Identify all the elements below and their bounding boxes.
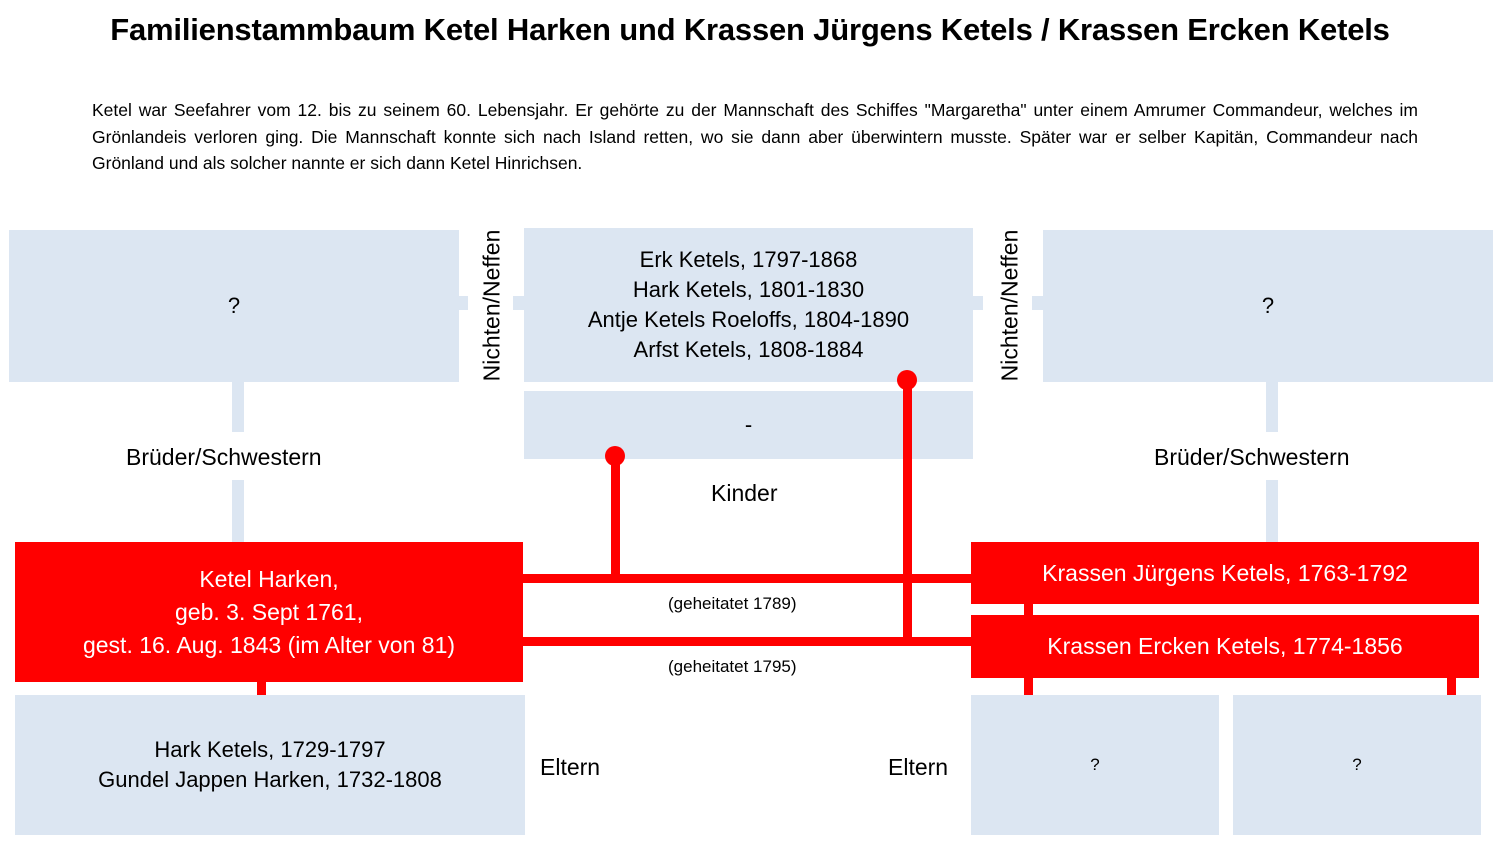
- ketel-parents-box: Hark Ketels, 1729-1797 Gundel Jappen Har…: [15, 695, 525, 835]
- connector-nieces-left-b: [513, 296, 525, 310]
- niece-1: Erk Ketels, 1797-1868: [639, 247, 858, 272]
- left-siblings-box: ?: [9, 230, 459, 382]
- marriage-1-note: (geheitatet 1789): [668, 594, 797, 613]
- children-label: Kinder: [711, 480, 778, 506]
- connector-left-top: [232, 382, 244, 432]
- parent-line-ketel: [257, 682, 266, 696]
- right-siblings-box: ?: [1043, 230, 1493, 382]
- wife1-parents-box: ?: [971, 695, 1219, 835]
- nieces-label-right: Nichten/Neffen: [996, 229, 1023, 381]
- marriage-line-1: [522, 574, 972, 583]
- right-siblings-text: ?: [1261, 293, 1275, 318]
- connector-right-top: [1266, 382, 1278, 432]
- parents-label-left: Eltern: [540, 754, 601, 780]
- children-second-box: -: [524, 391, 973, 459]
- parents-label-right: Eltern: [888, 754, 949, 780]
- marriage-2-note: (geheitatet 1795): [668, 657, 797, 676]
- left-siblings-text: ?: [227, 293, 241, 318]
- niece-2: Hark Ketels, 1801-1830: [632, 277, 865, 302]
- ketel-line-1: Ketel Harken,: [199, 565, 339, 592]
- child-dot-1: [605, 446, 625, 466]
- wife2-parents-box: ?: [1233, 695, 1481, 835]
- child-line-1: [611, 456, 620, 576]
- ketel-parent-2: Gundel Jappen Harken, 1732-1808: [98, 767, 442, 792]
- wife1-parents-text: ?: [1090, 755, 1100, 774]
- connector-nieces-right-b: [1032, 296, 1044, 310]
- parent-line-wife1: [1024, 678, 1033, 696]
- marriage-line-2: [522, 637, 972, 646]
- children-second-text: -: [744, 412, 753, 437]
- wife2-box: Krassen Ercken Ketels, 1774-1856: [971, 615, 1479, 678]
- wife-link-line: [1024, 604, 1033, 616]
- wife1-box: Krassen Jürgens Ketels, 1763-1792: [971, 542, 1479, 604]
- nieces-box: Erk Ketels, 1797-1868 Hark Ketels, 1801-…: [524, 228, 973, 382]
- connector-nieces-right-a: [971, 296, 983, 310]
- ketel-line-3: gest. 16. Aug. 1843 (im Alter von 81): [82, 631, 456, 658]
- siblings-label-left: Brüder/Schwestern: [126, 444, 322, 470]
- parent-line-wife2: [1447, 678, 1456, 696]
- wife2-text: Krassen Ercken Ketels, 1774-1856: [1047, 633, 1403, 659]
- connector-nieces-left-a: [456, 296, 468, 310]
- ketel-harken-box: Ketel Harken, geb. 3. Sept 1761, gest. 1…: [15, 542, 523, 682]
- nieces-label-left: Nichten/Neffen: [478, 229, 505, 381]
- connector-right-bottom: [1266, 480, 1278, 542]
- child-line-2: [903, 380, 912, 640]
- wife2-parents-text: ?: [1352, 755, 1362, 774]
- wife1-text: Krassen Jürgens Ketels, 1763-1792: [1042, 559, 1408, 586]
- niece-4: Arfst Ketels, 1808-1884: [633, 337, 864, 362]
- niece-3: Antje Ketels Roeloffs, 1804-1890: [587, 307, 910, 332]
- page-title: Familienstammbaum Ketel Harken und Krass…: [110, 12, 1390, 47]
- child-dot-2: [897, 370, 917, 390]
- ketel-parent-1: Hark Ketels, 1729-1797: [154, 737, 386, 762]
- ketel-line-2: geb. 3. Sept 1761,: [175, 598, 363, 625]
- intro-text: Ketel war Seefahrer vom 12. bis zu seine…: [92, 100, 1418, 173]
- siblings-label-right: Brüder/Schwestern: [1154, 444, 1350, 470]
- connector-left-bottom: [232, 480, 244, 542]
